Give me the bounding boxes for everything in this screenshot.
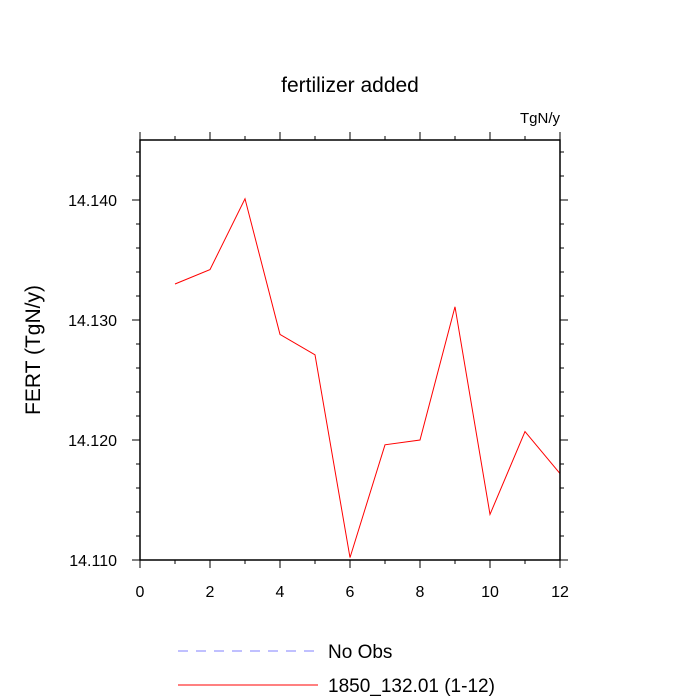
y-tick-label: 14.110: [69, 553, 117, 570]
tick-labels: 0 2 4 6 8 10 12 14.110 14.120 14.130 14.140: [68, 193, 569, 601]
x-tick-label: 2: [206, 584, 215, 601]
series-layer: [174, 197, 561, 558]
x-tick-label: 10: [481, 584, 499, 601]
x-tick-label: 12: [551, 584, 569, 601]
x-tick-label: 8: [416, 584, 425, 601]
y-tick-label: 14.130: [68, 313, 117, 330]
y-axis-label: FERT (TgN/y): [22, 285, 45, 415]
x-tick-label: 6: [346, 584, 355, 601]
plot-frame: [139, 139, 561, 561]
legend: No Obs 1850_132.01 (1-12): [178, 642, 495, 697]
y-tick-label: 14.120: [68, 433, 117, 450]
legend-label-series: 1850_132.01 (1-12): [328, 676, 495, 697]
legend-label-no-obs: No Obs: [328, 642, 392, 663]
x-tick-label: 4: [276, 584, 285, 601]
y-tick-label: 14.140: [68, 193, 117, 210]
axis-ticks: [132, 132, 568, 568]
chart-title: fertilizer added: [281, 74, 419, 97]
x-tick-label: 0: [136, 584, 145, 601]
units-label: TgN/y: [520, 110, 561, 127]
series-line: [174, 197, 561, 558]
